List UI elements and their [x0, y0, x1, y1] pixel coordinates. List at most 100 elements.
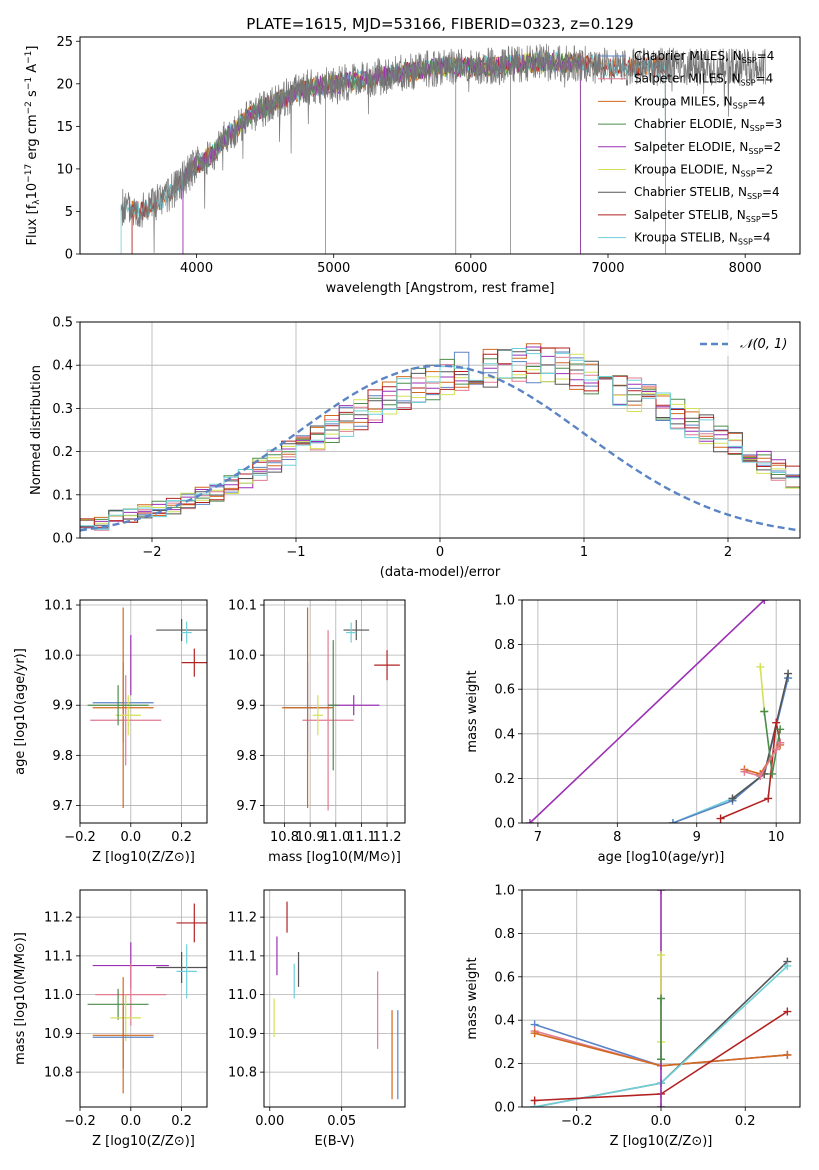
y-tick-label: 0.6: [494, 970, 515, 985]
mass-age-panel: 10.810.911.011.111.2 9.7 9.8 9.9 10.0 10.1 mas…: [228, 599, 406, 865]
y-tick-label: 10.8: [44, 1066, 73, 1081]
x-tick-label: 1: [580, 545, 588, 560]
y-tick-label: 0.3: [52, 402, 73, 417]
residual-histogram-panel: −2 −1 0 1 2 0.0 0.1 0.2 0.3 0.4 0.5 (data-model)/er…: [29, 316, 801, 580]
legend-label: 𝒩(0, 1): [740, 337, 787, 352]
y-tick-label: 0.2: [494, 772, 515, 787]
y-tick-label: 10: [56, 162, 73, 177]
data-spectrum-line: [120, 43, 766, 253]
weight-point: [776, 725, 785, 734]
extinction-mass-panel: 0.00 0.05 10.8 10.9 11.0 11.1 11.2 E(B-V): [228, 889, 406, 1149]
weight-point: [764, 794, 773, 803]
x-tick-label: 0.05: [327, 1114, 356, 1129]
x-axis-label: E(B-V): [314, 1134, 354, 1149]
weight-point: [525, 819, 534, 823]
age-weight-panel: 7 8 9 10 0.0 0.2 0.4 0.6 0.8 1.0 age [log10(age/yr…: [465, 594, 801, 865]
weight-point: [756, 662, 765, 671]
y-tick-label: 0.8: [494, 927, 515, 942]
weight-point: [530, 1029, 539, 1038]
legend-label: Chabrier STELIB, NSSP=4: [634, 185, 780, 201]
x-tick-label: 11.1: [347, 830, 376, 845]
x-tick-label: 0: [436, 545, 444, 560]
metallicity-weight-panel: −0.2 0.0 0.2 0.0 0.2 0.4 0.6 0.8 1.0 Z [log10(Z/Z…: [465, 884, 801, 1149]
legend-label: Kroupa STELIB, NSSP=4: [634, 231, 771, 247]
y-tick-label: 5: [65, 205, 73, 220]
weight-point: [657, 1055, 665, 1064]
y-tick-label: 9.9: [236, 699, 257, 714]
axes-frame: [263, 599, 406, 824]
x-axis-label: Z [log10(Z/Z⊙)]: [92, 1134, 195, 1149]
errorbar-crosses: [87, 607, 207, 808]
y-tick-label: 10.0: [44, 649, 73, 664]
legend-label: Chabrier MILES, NSSP=4: [634, 49, 774, 65]
y-tick-label: 0.4: [494, 727, 515, 742]
x-axis-label: Z [log10(Z/Z⊙)]: [610, 1134, 713, 1149]
axes-frame: [521, 599, 801, 824]
weight-point: [657, 994, 665, 1003]
x-tick-label: 6000: [454, 261, 487, 276]
y-tick-label: 11.1: [228, 949, 257, 964]
metallicity-mass-panel: −0.2 0.0 0.2 10.8 10.9 11.0 11.1 11.2 Z [log10(Z…: [13, 889, 208, 1149]
weight-series: [529, 600, 765, 823]
x-tick-label: −1: [286, 545, 305, 560]
y-tick-label: 0.8: [494, 638, 515, 653]
x-tick-label: 4000: [180, 261, 213, 276]
y-tick-label: 15: [56, 120, 73, 135]
y-tick-label: 10.1: [228, 599, 257, 614]
y-tick-label: 10.9: [228, 1027, 257, 1042]
y-axis-label: Flux [fλ10−17 erg cm−2 s−1 A−1]: [24, 46, 42, 246]
x-tick-label: 0.2: [735, 1114, 756, 1129]
y-tick-label: 0: [65, 248, 73, 263]
y-axis-label: mass [log10(M/M⊙)]: [13, 932, 28, 1065]
weight-point: [768, 769, 777, 778]
weight-point: [728, 794, 737, 803]
y-tick-label: 9.7: [52, 799, 73, 814]
y-tick-label: 0.2: [52, 445, 73, 460]
x-tick-label: 0.0: [120, 830, 141, 845]
axes-frame: [79, 889, 208, 1108]
y-tick-label: 9.8: [236, 749, 257, 764]
axes-frame: [263, 889, 406, 1108]
y-tick-label: 11.1: [44, 949, 73, 964]
weight-point: [783, 1007, 792, 1016]
axes-frame: [521, 889, 801, 1108]
weight-point: [657, 890, 665, 894]
x-axis-label: (data-model)/error: [380, 565, 501, 580]
x-tick-label: 10.8: [270, 830, 299, 845]
weight-point: [530, 1096, 539, 1105]
weight-lines: [530, 890, 792, 1107]
axes-frame: [79, 599, 208, 824]
legend-label: Salpeter MILES, NSSP=4: [634, 72, 773, 88]
y-tick-label: 10.0: [228, 649, 257, 664]
x-axis-label: age [log10(age/yr)]: [598, 850, 725, 865]
x-tick-label: 5000: [317, 261, 350, 276]
y-tick-label: 0.4: [52, 359, 73, 374]
x-tick-label: −0.2: [64, 830, 96, 845]
axes-frame: [79, 36, 801, 255]
figure-title: PLATE=1615, MJD=53166, FIBERID=0323, z=0…: [246, 15, 633, 33]
gaussian-curve: [80, 364, 800, 532]
weight-series: [720, 722, 781, 820]
weight-point: [716, 814, 725, 823]
weight-series: [744, 742, 781, 778]
x-tick-label: −2: [142, 545, 161, 560]
spectrum-legend: Chabrier MILES, NSSP=4 Salpeter MILES, NS…: [598, 49, 782, 247]
weight-point: [657, 951, 665, 960]
x-tick-label: 8000: [729, 261, 762, 276]
y-tick-label: 10.8: [228, 1066, 257, 1081]
x-tick-label: 0.2: [171, 1114, 192, 1129]
legend-label: Kroupa ELODIE, NSSP=2: [634, 163, 773, 179]
y-axis-label: Normed distribution: [29, 365, 44, 495]
y-tick-label: 20: [56, 77, 73, 92]
spectrum-lines: [120, 43, 766, 254]
histogram-steps: [80, 343, 800, 532]
x-tick-label: 0.00: [255, 1114, 284, 1129]
y-tick-label: 11.0: [44, 988, 73, 1003]
spectrum-panel: 4000 5000 6000 7000 8000 0 5 10 15 20 25 wavelength…: [24, 35, 801, 296]
extinction-segments: [273, 901, 399, 1100]
x-axis-label: Z [log10(Z/Z⊙)]: [92, 850, 195, 865]
weight-series: [759, 666, 766, 712]
legend-label: Salpeter STELIB, NSSP=5: [634, 208, 778, 224]
y-tick-label: 9.9: [52, 699, 73, 714]
